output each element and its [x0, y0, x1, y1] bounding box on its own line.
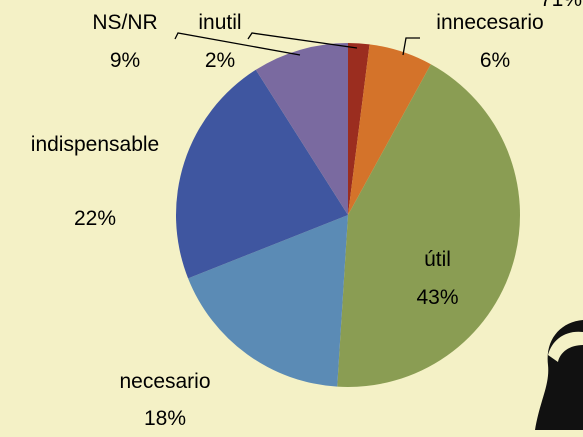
leader-line	[174, 32, 301, 56]
percent-label: 22%	[73, 207, 117, 230]
percent-label: 9%	[109, 49, 141, 72]
silhouette-highlight	[548, 331, 583, 362]
category-label: NS/NR	[92, 11, 158, 34]
category-label: indispensable	[30, 133, 160, 156]
pie-slice	[348, 44, 431, 216]
category-label: innecesario	[436, 11, 544, 34]
percent-label: 43%	[416, 286, 459, 309]
pie-slice	[337, 64, 520, 387]
pie	[176, 43, 520, 387]
percent-label: 2%	[204, 49, 236, 72]
leader-line	[247, 32, 358, 49]
silhouette	[535, 320, 583, 430]
pie-slice	[188, 215, 348, 387]
pie-slice	[255, 43, 348, 215]
pie-slice	[176, 69, 348, 279]
percent-label: 18%	[143, 407, 187, 430]
category-label: inutil	[198, 11, 242, 34]
annotation: 71%	[540, 0, 583, 18]
pie-slice	[348, 43, 370, 215]
category-label: útil	[424, 248, 451, 271]
category-label: necesario	[119, 370, 211, 393]
percent-label: 6%	[479, 49, 511, 72]
leader-line	[402, 37, 420, 56]
leader-lines	[174, 32, 420, 56]
